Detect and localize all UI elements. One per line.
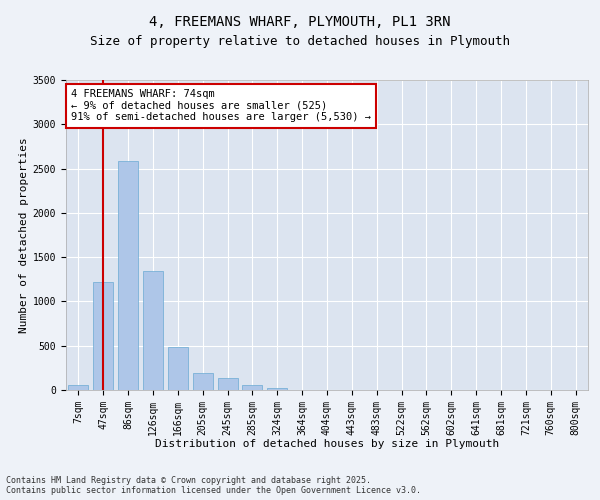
Text: Size of property relative to detached houses in Plymouth: Size of property relative to detached ho…	[90, 35, 510, 48]
Bar	[118, 162, 138, 390]
Text: 4, FREEMANS WHARF, PLYMOUTH, PL1 3RN: 4, FREEMANS WHARF, PLYMOUTH, PL1 3RN	[149, 15, 451, 29]
X-axis label: Distribution of detached houses by size in Plymouth: Distribution of detached houses by size …	[155, 439, 499, 449]
Bar	[68, 384, 88, 390]
Y-axis label: Number of detached properties: Number of detached properties	[19, 137, 29, 333]
Bar	[168, 346, 188, 390]
Bar	[268, 388, 287, 390]
Bar	[218, 378, 238, 390]
Bar	[143, 272, 163, 390]
Text: Contains HM Land Registry data © Crown copyright and database right 2025.
Contai: Contains HM Land Registry data © Crown c…	[6, 476, 421, 495]
Bar	[94, 282, 113, 390]
Text: 4 FREEMANS WHARF: 74sqm
← 9% of detached houses are smaller (525)
91% of semi-de: 4 FREEMANS WHARF: 74sqm ← 9% of detached…	[71, 90, 371, 122]
Bar	[242, 384, 262, 390]
Bar	[193, 372, 212, 390]
